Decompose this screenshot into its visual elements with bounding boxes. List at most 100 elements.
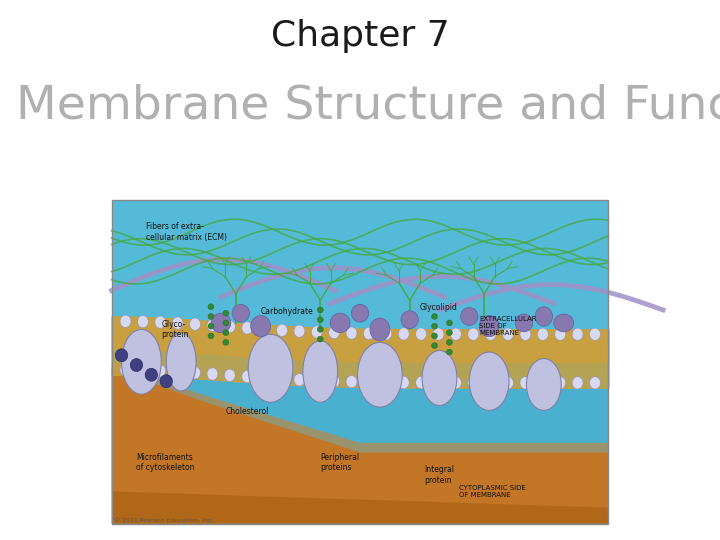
Ellipse shape (223, 330, 229, 335)
Text: Chapter 7: Chapter 7 (271, 19, 449, 53)
Ellipse shape (398, 328, 409, 340)
Ellipse shape (160, 375, 173, 388)
Ellipse shape (433, 376, 444, 389)
Ellipse shape (251, 315, 271, 337)
Ellipse shape (223, 310, 229, 316)
Ellipse shape (398, 376, 409, 389)
Ellipse shape (572, 377, 583, 389)
Ellipse shape (431, 314, 438, 319)
Ellipse shape (207, 368, 218, 380)
Ellipse shape (422, 350, 457, 406)
Ellipse shape (232, 304, 249, 322)
Text: Cholesterol: Cholesterol (226, 407, 269, 416)
Ellipse shape (276, 324, 287, 336)
Text: Microfilaments
of cytoskeleton: Microfilaments of cytoskeleton (137, 453, 195, 472)
Ellipse shape (526, 359, 561, 410)
Ellipse shape (259, 372, 270, 384)
Ellipse shape (554, 328, 566, 340)
Ellipse shape (242, 370, 253, 383)
Ellipse shape (311, 326, 323, 338)
Text: © 2011 Pearson Education, Inc.: © 2011 Pearson Education, Inc. (114, 518, 213, 523)
Ellipse shape (329, 375, 340, 387)
Ellipse shape (120, 364, 131, 376)
Ellipse shape (446, 320, 452, 326)
Ellipse shape (225, 321, 235, 333)
Ellipse shape (294, 374, 305, 386)
Ellipse shape (138, 315, 148, 328)
Ellipse shape (248, 334, 293, 402)
Polygon shape (112, 368, 608, 524)
Ellipse shape (189, 367, 201, 379)
Ellipse shape (554, 314, 574, 332)
Ellipse shape (431, 323, 438, 329)
Ellipse shape (166, 333, 196, 391)
Ellipse shape (461, 307, 478, 325)
Ellipse shape (346, 375, 357, 388)
Ellipse shape (468, 328, 479, 340)
Ellipse shape (446, 340, 452, 345)
Ellipse shape (223, 340, 229, 345)
Ellipse shape (468, 377, 479, 389)
Ellipse shape (172, 317, 183, 329)
Ellipse shape (433, 328, 444, 340)
Ellipse shape (138, 364, 148, 376)
Ellipse shape (122, 329, 161, 394)
Ellipse shape (120, 315, 131, 327)
Ellipse shape (480, 315, 499, 337)
Ellipse shape (318, 336, 323, 342)
Ellipse shape (520, 328, 531, 340)
Ellipse shape (346, 327, 357, 339)
Ellipse shape (303, 341, 338, 402)
Ellipse shape (208, 323, 214, 329)
Ellipse shape (451, 328, 462, 340)
Ellipse shape (537, 328, 549, 340)
Ellipse shape (381, 376, 392, 388)
Ellipse shape (318, 327, 323, 332)
Ellipse shape (329, 327, 340, 339)
Ellipse shape (415, 376, 426, 389)
Ellipse shape (225, 369, 235, 381)
Ellipse shape (242, 322, 253, 334)
Text: EXTRACELLULAR
SIDE OF
MEMBRANE: EXTRACELLULAR SIDE OF MEMBRANE (480, 316, 536, 336)
Ellipse shape (431, 333, 438, 339)
Ellipse shape (330, 313, 350, 333)
Ellipse shape (503, 328, 513, 340)
Ellipse shape (351, 304, 369, 322)
Ellipse shape (364, 376, 374, 388)
Ellipse shape (189, 318, 201, 330)
Ellipse shape (485, 328, 496, 340)
Ellipse shape (364, 327, 374, 340)
Ellipse shape (446, 349, 452, 355)
Ellipse shape (259, 323, 270, 335)
Text: Glyco-
protein: Glyco- protein (161, 320, 189, 339)
Ellipse shape (516, 314, 533, 332)
Ellipse shape (172, 366, 183, 378)
Text: Carbohydrate: Carbohydrate (261, 307, 313, 316)
Ellipse shape (370, 318, 390, 341)
Ellipse shape (431, 343, 438, 348)
Ellipse shape (145, 368, 158, 381)
Ellipse shape (155, 316, 166, 328)
Ellipse shape (590, 328, 600, 340)
Ellipse shape (503, 377, 513, 389)
Ellipse shape (276, 373, 287, 385)
Ellipse shape (446, 330, 452, 335)
Polygon shape (112, 362, 608, 508)
Ellipse shape (115, 349, 127, 362)
Ellipse shape (208, 333, 214, 339)
Ellipse shape (469, 352, 509, 410)
Ellipse shape (554, 377, 566, 389)
Ellipse shape (208, 314, 214, 319)
Ellipse shape (318, 307, 323, 313)
Ellipse shape (415, 328, 426, 340)
Text: CYTOPLASMIC SIDE
OF MEMBRANE: CYTOPLASMIC SIDE OF MEMBRANE (459, 485, 526, 498)
Ellipse shape (401, 310, 418, 328)
Ellipse shape (520, 377, 531, 389)
Ellipse shape (311, 374, 323, 387)
Ellipse shape (207, 319, 218, 332)
Ellipse shape (535, 307, 552, 326)
Ellipse shape (381, 328, 392, 340)
Text: Peripheral
proteins: Peripheral proteins (320, 453, 359, 472)
Ellipse shape (130, 359, 143, 372)
Ellipse shape (451, 376, 462, 389)
